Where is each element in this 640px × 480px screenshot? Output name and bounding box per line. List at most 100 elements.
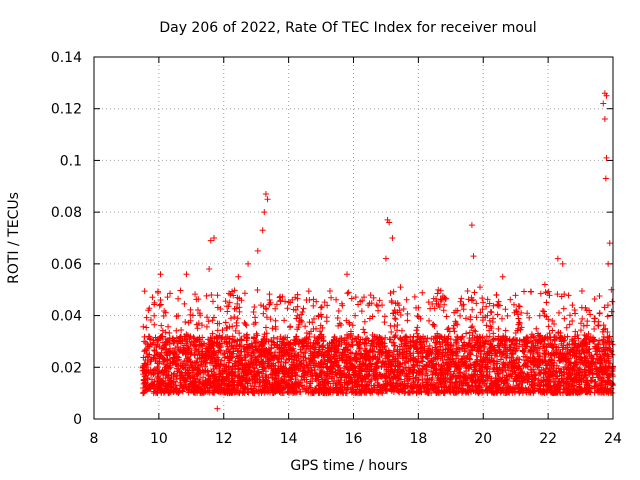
data-point xyxy=(149,294,156,301)
data-point xyxy=(545,358,552,365)
data-point xyxy=(273,301,280,308)
data-point xyxy=(486,300,493,307)
data-point xyxy=(272,317,279,324)
data-point xyxy=(181,300,188,307)
data-point xyxy=(239,383,246,390)
data-point xyxy=(206,375,213,382)
data-point xyxy=(543,313,550,320)
data-point xyxy=(426,342,433,349)
data-point xyxy=(495,336,502,343)
data-point xyxy=(497,356,504,363)
data-point xyxy=(572,328,579,335)
x-tick-label: 12 xyxy=(215,431,233,447)
data-point xyxy=(412,375,419,382)
data-point xyxy=(579,315,586,322)
data-point xyxy=(237,361,244,368)
data-point xyxy=(319,324,326,331)
data-point xyxy=(460,385,467,392)
data-point xyxy=(415,304,422,311)
data-point xyxy=(467,351,474,358)
data-point xyxy=(334,315,341,322)
data-point xyxy=(532,344,539,351)
data-point xyxy=(457,312,464,319)
x-tick-label: 18 xyxy=(409,431,427,447)
data-point xyxy=(543,299,550,306)
data-point xyxy=(143,314,150,321)
data-point xyxy=(367,378,374,385)
data-point xyxy=(316,387,323,394)
data-point xyxy=(463,330,470,337)
data-point xyxy=(313,325,320,332)
data-point xyxy=(502,327,509,334)
data-point xyxy=(232,327,239,334)
data-point xyxy=(391,315,398,322)
data-point xyxy=(293,315,300,322)
data-point xyxy=(284,305,291,312)
data-point xyxy=(419,379,426,386)
data-point xyxy=(196,334,203,341)
data-point xyxy=(174,343,181,350)
data-point xyxy=(591,338,598,345)
data-point xyxy=(530,366,537,373)
data-point xyxy=(414,330,421,337)
data-point xyxy=(565,292,572,299)
data-point xyxy=(471,289,478,296)
data-point xyxy=(604,302,611,309)
data-point xyxy=(177,287,184,294)
data-point xyxy=(390,288,397,295)
data-point xyxy=(266,301,273,308)
data-point xyxy=(242,321,249,328)
data-point xyxy=(244,351,251,358)
data-point xyxy=(591,318,598,325)
data-point xyxy=(263,306,270,313)
data-point xyxy=(159,327,166,334)
x-tick-label: 22 xyxy=(539,431,557,447)
data-point xyxy=(347,333,354,340)
data-point xyxy=(433,379,440,386)
data-point xyxy=(432,344,439,351)
data-point xyxy=(287,324,294,331)
data-point xyxy=(528,359,535,366)
data-point xyxy=(153,337,160,344)
data-point xyxy=(440,307,447,314)
data-point xyxy=(141,379,148,386)
x-tick-label: 16 xyxy=(345,431,363,447)
data-point xyxy=(440,350,447,357)
data-point xyxy=(506,354,513,361)
x-tick-label: 20 xyxy=(474,431,492,447)
data-point xyxy=(196,310,203,317)
data-point xyxy=(578,304,585,311)
data-point xyxy=(254,286,261,293)
data-point xyxy=(383,353,390,360)
data-point xyxy=(155,375,162,382)
data-point xyxy=(199,322,206,329)
data-point xyxy=(387,322,394,329)
data-point xyxy=(165,368,172,375)
data-point xyxy=(345,366,352,373)
data-point xyxy=(531,372,538,379)
data-point xyxy=(442,378,449,385)
data-point xyxy=(563,366,570,373)
data-point xyxy=(227,315,234,322)
data-point xyxy=(472,328,479,335)
data-point xyxy=(370,294,377,301)
data-point xyxy=(352,294,359,301)
x-tick-label: 24 xyxy=(604,431,622,447)
data-point xyxy=(254,332,261,339)
data-point xyxy=(592,359,599,366)
data-point xyxy=(210,314,217,321)
data-point xyxy=(601,351,608,358)
data-point xyxy=(561,315,568,322)
data-point xyxy=(182,318,189,325)
data-point xyxy=(388,299,395,306)
data-point xyxy=(326,389,333,396)
data-point xyxy=(315,335,322,342)
data-point xyxy=(204,368,211,375)
data-point xyxy=(229,354,236,361)
data-point xyxy=(426,317,433,324)
data-point xyxy=(434,290,441,297)
data-point xyxy=(515,343,522,350)
data-point xyxy=(556,309,563,316)
data-point xyxy=(437,287,444,294)
data-point xyxy=(165,372,172,379)
